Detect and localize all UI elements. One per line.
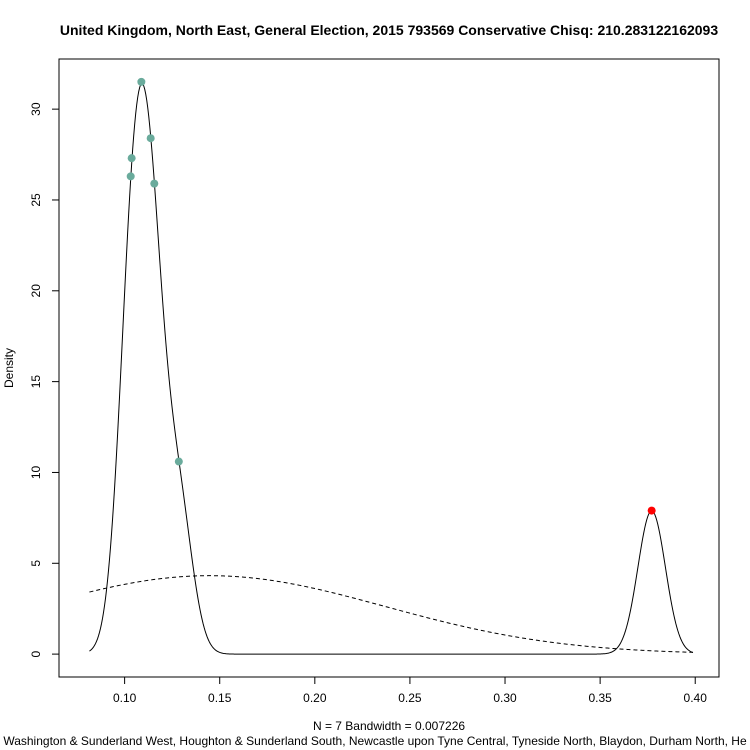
x-tick-label: 0.25: [398, 691, 422, 705]
y-axis: 0 5 10 15 20 25 30: [29, 102, 60, 657]
x-tick-label: 0.20: [303, 691, 327, 705]
normal-density-line: [89, 575, 693, 653]
data-point: [127, 154, 136, 163]
x-tick-label: 0.30: [493, 691, 517, 705]
x-tick-label: 0.15: [208, 691, 232, 705]
data-point: [146, 134, 155, 143]
chart-title: United Kingdom, North East, General Elec…: [60, 22, 719, 38]
y-axis-label: Density: [2, 348, 16, 388]
x-axis: 0.10 0.15 0.20 0.25 0.30 0.35 0.40: [113, 676, 708, 705]
y-tick-label: 0: [29, 650, 43, 657]
x-axis-label: N = 7 Bandwidth = 0.007226: [313, 719, 465, 733]
constituency-list: Washington & Sunderland West, Houghton &…: [3, 734, 747, 748]
kernel-density-line: [89, 82, 694, 655]
y-tick-label: 5: [29, 560, 43, 567]
x-tick-label: 0.40: [684, 691, 708, 705]
x-tick-label: 0.10: [113, 691, 137, 705]
y-tick-label: 20: [29, 284, 43, 298]
y-tick-label: 25: [29, 193, 43, 207]
data-points: [126, 77, 656, 515]
data-point: [150, 179, 159, 188]
y-tick-label: 10: [29, 465, 43, 479]
y-tick-label: 30: [29, 102, 43, 116]
data-point: [137, 77, 146, 86]
x-tick-label: 0.35: [588, 691, 612, 705]
y-tick-label: 15: [29, 375, 43, 389]
data-point: [647, 506, 656, 515]
plot-frame: [58, 58, 720, 678]
data-point: [174, 457, 183, 466]
data-point: [126, 172, 135, 181]
